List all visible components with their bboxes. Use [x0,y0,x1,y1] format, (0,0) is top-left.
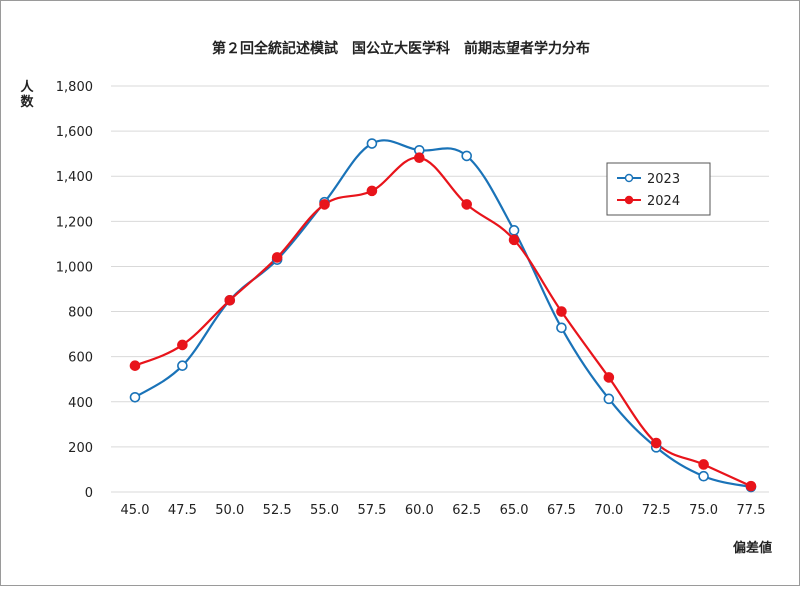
legend-swatch-marker [624,195,634,205]
x-tick-label: 55.0 [310,503,339,518]
x-tick-label: 52.5 [263,503,292,518]
x-tick-label: 72.5 [642,503,671,518]
x-tick-label: 77.5 [737,503,766,518]
legend-swatch-marker [624,173,634,183]
x-tick-label: 70.0 [594,503,623,518]
series-line-2024 [134,156,752,488]
y-axis-label-char-1: 人 [20,79,34,95]
x-tick-label: 60.0 [405,503,434,518]
y-tick-labels: 0 200 400 600 800 1,000 1,200 1,400 1,600 1,800 [56,80,93,501]
data-point-2024 [414,152,425,164]
data-point-2023 [508,225,520,236]
legend: 2023 2024 [606,162,711,216]
data-point-2024 [461,199,472,210]
x-tick-label: 65.0 [500,503,529,518]
legend-label: 2023 [647,172,680,187]
data-point-2023 [556,322,567,334]
x-tick-label: 57.5 [357,503,386,518]
legend-box [606,162,711,216]
data-point-2024 [556,306,567,317]
x-tick-label: 75.0 [689,503,718,518]
series-points [129,138,757,493]
legend-label: 2024 [647,194,680,209]
y-tick-label: 200 [68,441,93,456]
y-axis-label-char-2: 数 [20,94,34,110]
x-axis-label: 偏差値 [733,540,772,556]
y-tick-label: 1,600 [56,125,93,140]
data-point-2024 [508,234,520,246]
x-tick-label: 45.0 [121,503,150,518]
y-tick-label: 1,800 [56,80,93,95]
data-point-2024 [224,294,236,306]
data-point-2023 [698,470,709,482]
data-point-2024 [177,339,188,351]
y-tick-label: 1,400 [56,170,93,185]
y-tick-label: 1,000 [56,260,93,275]
chart-title: 第２回全統記述模試 国公立大医学科 前期志望者学力分布 [212,40,590,57]
data-point-2024 [366,185,378,197]
data-point-2024 [319,199,330,210]
data-point-2024 [745,480,757,492]
y-tick-label: 400 [68,396,93,411]
x-tick-labels: 45.0 47.5 50.0 52.5 55.0 57.5 60.0 62.5 65.0 67.5… [121,503,766,518]
data-point-2023 [177,360,188,371]
data-point-2023 [129,391,141,403]
data-point-2024 [271,252,283,263]
data-point-2023 [366,138,378,149]
x-tick-label: 50.0 [215,503,244,518]
data-point-2024 [603,372,615,383]
data-point-2023 [603,393,615,405]
y-tick-label: 0 [85,486,93,501]
x-tick-label: 67.5 [547,503,576,518]
y-tick-label: 600 [68,351,93,366]
data-point-2024 [650,437,662,449]
series-lines [134,139,752,489]
x-tick-label: 47.5 [168,503,197,518]
x-tick-label: 62.5 [452,503,481,518]
data-point-2024 [129,360,141,371]
y-tick-label: 800 [68,306,93,321]
y-tick-label: 1,200 [56,215,93,230]
grid-lines [111,85,769,493]
data-point-2023 [461,150,472,162]
data-point-2024 [698,459,709,470]
